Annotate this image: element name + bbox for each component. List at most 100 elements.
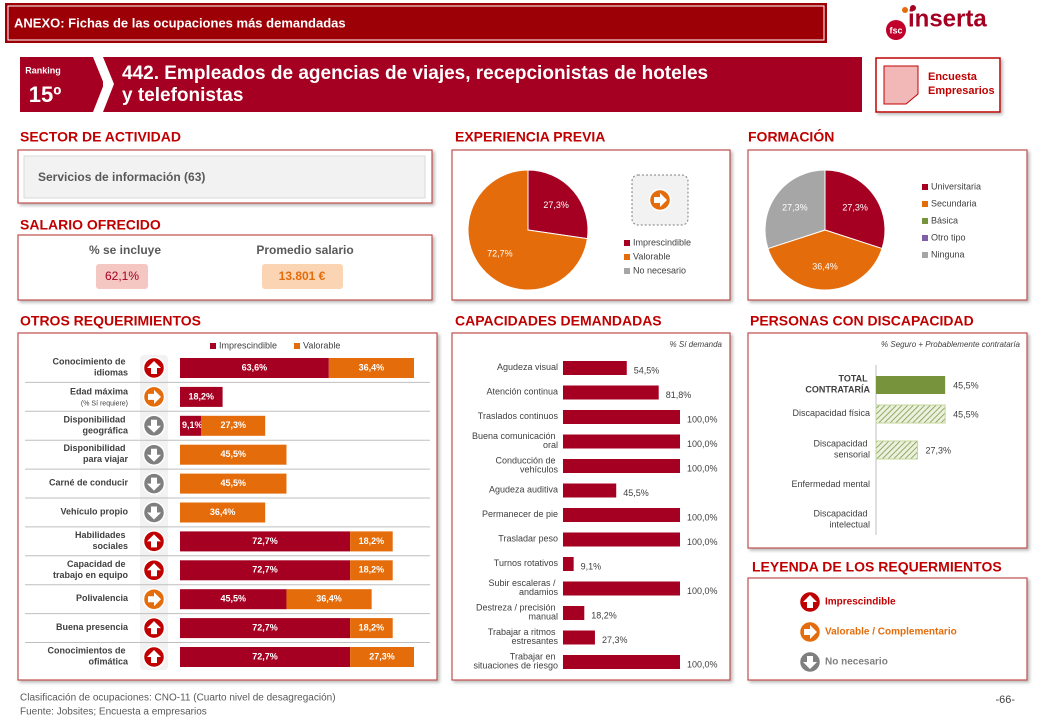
logo-badge-text: fsc: [889, 25, 902, 35]
bar-label: 9,1%: [581, 561, 602, 571]
bar-label: 72,7%: [252, 622, 278, 632]
bar: [563, 385, 659, 400]
icon-arrow: [147, 419, 161, 433]
bar-category: Agudeza visual: [497, 362, 558, 372]
salary-label: Promedio salario: [256, 243, 353, 257]
bar-category: Enfermedad mental: [791, 479, 870, 489]
legend-swatch: [294, 343, 300, 349]
bar-label: 45,5%: [220, 478, 246, 488]
bar-label: 81,8%: [666, 390, 692, 400]
source-badge: Encuesta Empresarios: [928, 71, 995, 97]
icon-arrow: [147, 477, 161, 491]
section-heading: CAPACIDADES DEMANDADAS: [455, 313, 662, 329]
bar-label: 72,7%: [252, 651, 278, 661]
bar-category: Discapacidad intelectual: [813, 509, 870, 530]
icon-arrow: [147, 563, 161, 577]
bar-segment: [328, 358, 414, 378]
bar-category: Trabajar a ritmos estresantes: [488, 627, 559, 646]
row-label: Disponibilidad para viajar: [64, 444, 129, 465]
sector-value: Servicios de información (63): [38, 170, 205, 184]
bar-segment: [180, 386, 223, 407]
section-heading: FORMACIÓN: [748, 128, 834, 145]
row-label: Conocimientos de ofimática: [47, 646, 129, 667]
sector-inner: [23, 155, 426, 199]
bar-segment: [180, 415, 202, 436]
bar-segment: [180, 444, 287, 465]
requirement-icon: [142, 472, 166, 495]
banner: [5, 3, 827, 43]
bar: [563, 361, 627, 375]
chart-subtitle: % Seguro + Probablemente contrataría: [881, 340, 1021, 349]
pie-slice: [527, 169, 589, 240]
salary-value-box: [96, 264, 148, 289]
bar-label: 45,5%: [220, 594, 246, 604]
salary-value: 13.801 €: [279, 269, 326, 283]
bar-category: Buena comunicación oral: [472, 431, 558, 450]
bar-segment: [180, 473, 287, 494]
footer-source: Fuente: Jobsites; Encuesta a empresarios: [20, 707, 207, 718]
bar: [563, 655, 680, 669]
bar: [563, 630, 595, 645]
pie-label: 72,7%: [487, 249, 513, 259]
bar-label: 27,3%: [925, 445, 951, 455]
pie-label: 27,3%: [782, 203, 808, 213]
panel: [17, 234, 433, 301]
bar-category: Discapacidad física: [792, 408, 870, 418]
bar-label: 36,4%: [359, 362, 385, 372]
bar-label: 18,2%: [359, 536, 385, 546]
panel: [747, 577, 1028, 681]
requirement-icon: [142, 356, 166, 380]
legend-swatch: [922, 184, 928, 190]
pie-label: 27,3%: [543, 200, 569, 210]
requirement-icon: [142, 443, 166, 466]
bar-label: 9,1%: [182, 420, 203, 430]
bar-label: 54,5%: [634, 365, 660, 375]
requirement-icon: [142, 616, 166, 640]
requirement-icon: [142, 501, 166, 524]
bar-segment: [180, 358, 329, 378]
banner-border: [7, 5, 825, 41]
bar: [563, 532, 680, 547]
bar-label: 100,0%: [687, 512, 718, 522]
bar: [563, 410, 680, 424]
bar-label: 36,4%: [316, 594, 342, 604]
bar: [563, 606, 585, 620]
bar-category: Conducción de vehículos: [495, 456, 558, 475]
icon-arrow: [803, 656, 817, 669]
bar: [563, 434, 680, 449]
row-label: Conocimiento de idiomas: [52, 357, 128, 378]
legend-label: Básica: [931, 215, 958, 225]
requirement-icon: [142, 530, 166, 553]
section-heading: PERSONAS CON DISCAPACIDAD: [750, 313, 974, 329]
legend-swatch: [624, 240, 630, 246]
legend-swatch: [922, 252, 928, 258]
logo-dot: [910, 5, 916, 11]
requirement-icon: [648, 188, 672, 212]
icon-arrow: [148, 389, 161, 404]
banner-text: ANEXO: Fichas de las ocupaciones más dem…: [14, 15, 346, 30]
legend-item: No necesario: [825, 657, 888, 668]
bar-category: Subir escaleras / andamios: [488, 578, 558, 597]
legend-label: Imprescindible: [219, 340, 277, 350]
legend-label: Valorable: [633, 251, 670, 261]
bar-segment: [180, 618, 351, 639]
chevron: [93, 57, 114, 112]
bar-label: 100,0%: [687, 537, 718, 547]
bar-segment: [350, 618, 393, 639]
pie-label: 36,4%: [812, 262, 838, 272]
bar-label: 100,0%: [687, 414, 718, 424]
icon-arrow: [147, 534, 161, 548]
bar-label: 100,0%: [687, 586, 718, 596]
requirement-icon: [142, 645, 166, 669]
bar-category: Trabajar en situaciones de riesgo: [473, 652, 558, 671]
bar-label: 45,5%: [953, 409, 979, 419]
bar-label: 45,5%: [623, 488, 649, 498]
bar-label: 45,5%: [220, 449, 246, 459]
row-label: Habilidades sociales: [75, 530, 128, 551]
pie-slice: [764, 169, 826, 250]
pie-slice: [767, 229, 883, 291]
bar-segment: [201, 415, 266, 436]
bar: [563, 508, 680, 522]
bar: [875, 440, 918, 460]
